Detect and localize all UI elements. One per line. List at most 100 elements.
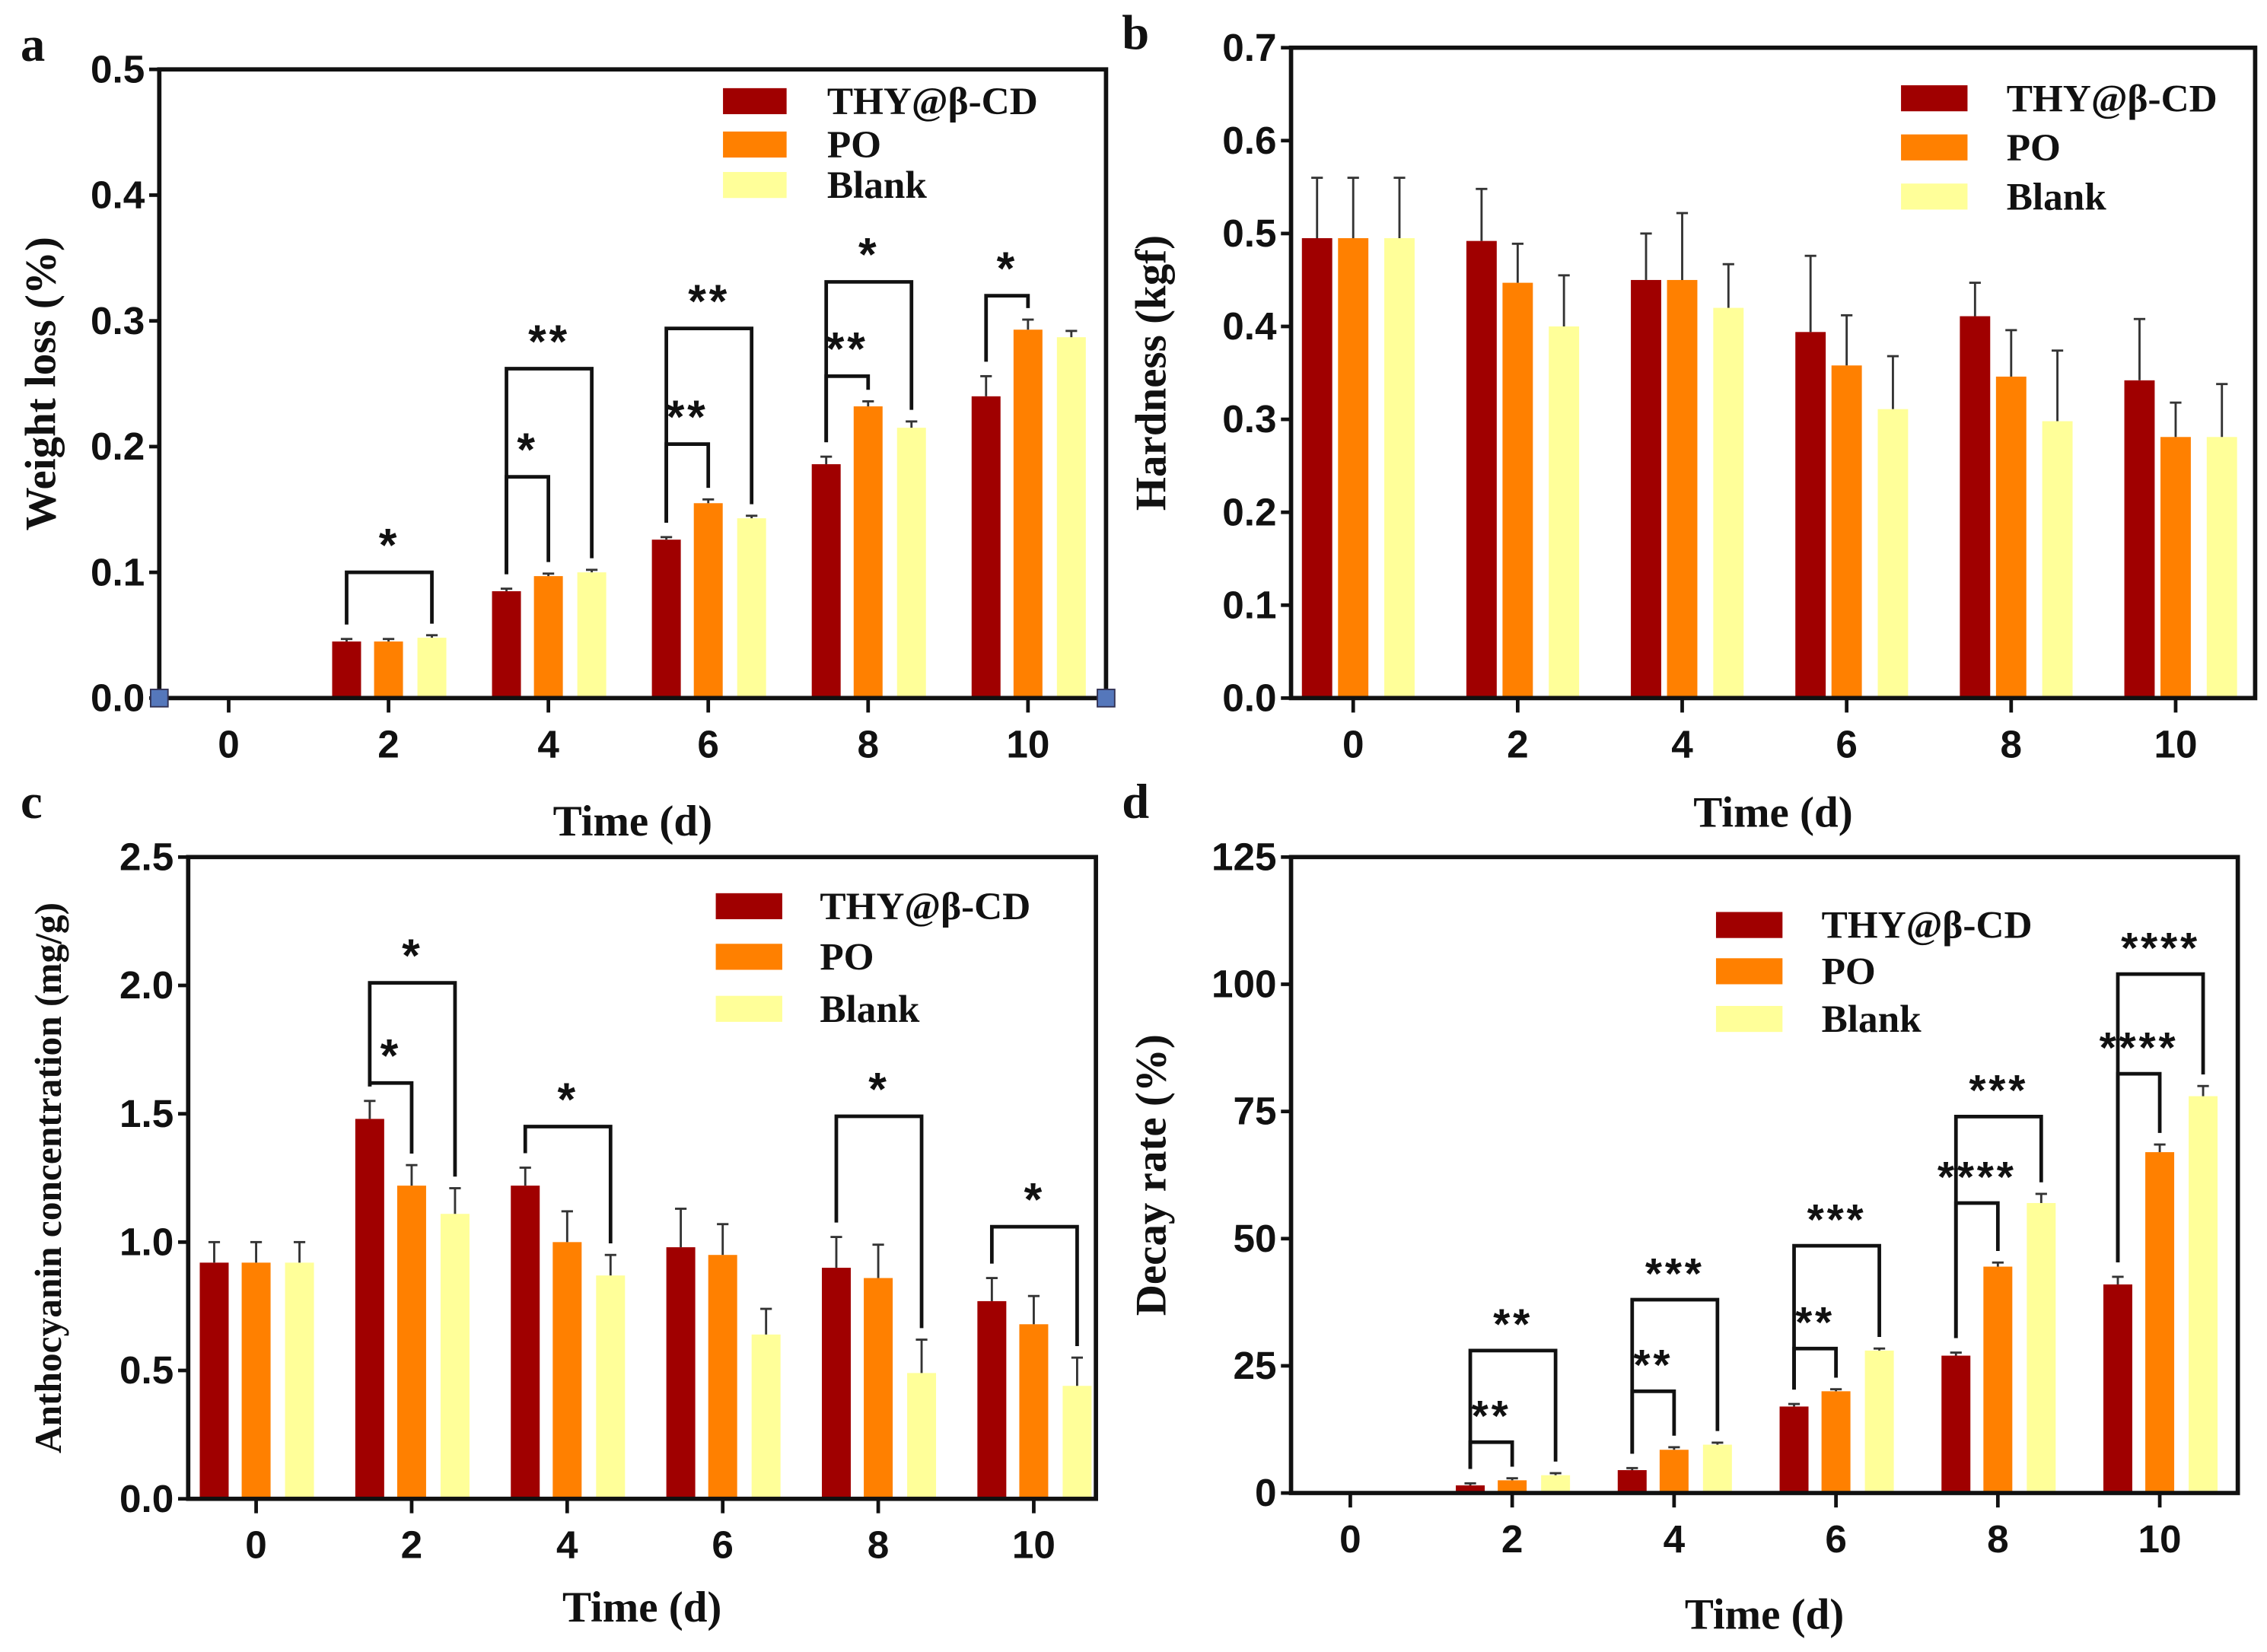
bar-thycd (1941, 1355, 1971, 1494)
y-tick-label: 0.3 (1222, 397, 1276, 441)
bar-po (1659, 1450, 1689, 1494)
bar-po (1667, 279, 1698, 699)
plot-frame (157, 67, 1109, 701)
bar-po (1013, 329, 1043, 699)
significance-bracket (368, 981, 457, 1177)
panel-c-anthocyanin: c 0.0 0.5 1.0 1.5 2.0 2.5 0 2 4 6 8 10 Time (d) Antho… (21, 774, 1098, 1631)
legend-swatch (1715, 912, 1783, 938)
axis-end-marker (149, 689, 169, 708)
significance-bracket (1792, 1243, 1881, 1390)
significance-bracket (824, 280, 914, 443)
legend-swatch (723, 88, 787, 115)
y-axis-label: Decay rate (%) (1127, 1034, 1175, 1316)
significance-label: ** (1795, 1298, 1835, 1347)
significance-label: *** (1645, 1249, 1705, 1298)
bar-po (2160, 437, 2191, 699)
y-tick-label: 0.5 (119, 1348, 174, 1392)
x-axis-label: Time (d) (1693, 788, 1852, 836)
bar-blank (1384, 237, 1415, 699)
bar-blank (1549, 326, 1580, 699)
bar-po (533, 576, 563, 699)
x-tick-label: 0 (1342, 722, 1364, 766)
y-tick-label: 2.5 (119, 835, 174, 878)
x-tick-label: 4 (1671, 722, 1693, 766)
x-tick-label: 6 (712, 1523, 734, 1567)
legend-entry: THY@β-CD (1822, 904, 2033, 947)
significance-label: * (379, 519, 400, 571)
panel-letter: b (1122, 5, 1149, 60)
bar-thycd (1631, 279, 1661, 699)
bar-po (241, 1262, 271, 1499)
bar-thycd (1301, 237, 1332, 699)
x-tick-label: 10 (1006, 722, 1049, 766)
bar-blank (2206, 437, 2237, 699)
significance-label: * (558, 1073, 578, 1125)
bar-thycd (355, 1119, 384, 1499)
y-axis-label: Weight loss (%) (18, 237, 65, 530)
bar-thycd (1617, 1469, 1647, 1494)
bar-blank (440, 1214, 470, 1499)
bar-po (552, 1242, 582, 1499)
significance-label: * (997, 242, 1017, 294)
plot-frame (1288, 45, 2258, 701)
y-tick-label: 1.0 (119, 1220, 174, 1263)
y-tick-label: 0.0 (1222, 676, 1276, 719)
legend-entry: PO (2007, 126, 2061, 170)
y-tick-label: 0.5 (91, 47, 145, 91)
legend-entry: PO (820, 935, 874, 979)
bar-po (1821, 1391, 1851, 1494)
bar-thycd (1779, 1406, 1809, 1494)
y-tick-label: 100 (1212, 963, 1277, 1006)
bar-thycd (2124, 380, 2155, 699)
y-axis-label: Hardness (kgf) (1127, 235, 1175, 511)
legend-swatch (723, 131, 787, 158)
bar-blank (896, 428, 926, 699)
bar-po (1498, 1480, 1527, 1494)
bar-blank (737, 518, 766, 699)
x-tick-label: 10 (2154, 722, 2197, 766)
bar-blank (1056, 337, 1086, 699)
significance-bracket (1953, 1114, 2043, 1338)
x-tick-label: 8 (868, 1523, 890, 1567)
significance-bracket (664, 326, 754, 523)
y-tick-label: 50 (1234, 1217, 1277, 1260)
bar-thycd (199, 1262, 229, 1499)
x-tick-label: 0 (1339, 1517, 1361, 1561)
x-tick-label: 8 (858, 722, 880, 766)
bar-po (708, 1255, 737, 1499)
legend-entry: Blank (820, 988, 920, 1031)
bar-po (864, 1278, 893, 1499)
legend-entry: PO (827, 123, 881, 167)
legend-entry: THY@β-CD (2007, 77, 2218, 120)
x-tick-label: 6 (1825, 1517, 1847, 1561)
y-tick-label: 0.1 (1222, 583, 1276, 626)
bar-blank (1864, 1350, 1894, 1494)
axis-end-marker (1097, 689, 1116, 708)
significance-label: ** (1493, 1300, 1533, 1349)
bar-thycd (1466, 240, 1497, 699)
significance-label: ** (688, 275, 730, 326)
bar-po (1019, 1324, 1049, 1499)
bar-thycd (1960, 316, 1991, 699)
bar-po (2145, 1152, 2175, 1494)
y-tick-label: 0.6 (1222, 119, 1276, 162)
significance-label: ** (1472, 1392, 1511, 1440)
significance-label: ** (667, 390, 708, 442)
x-tick-label: 0 (218, 722, 240, 766)
legend-swatch (723, 172, 787, 199)
x-axis-label: Time (d) (562, 1584, 721, 1631)
legend-swatch (1901, 85, 1968, 112)
y-tick-label: 0.2 (1222, 490, 1276, 533)
legend-swatch (1901, 183, 1968, 210)
significance-bracket (1792, 1346, 1838, 1390)
bar-blank (2042, 421, 2073, 699)
x-axis-label: Time (d) (553, 797, 712, 845)
significance-label: *** (1807, 1195, 1867, 1244)
panel-letter: d (1122, 774, 1149, 829)
y-tick-label: 75 (1234, 1090, 1277, 1133)
significance-bracket (345, 570, 434, 625)
bar-blank (1713, 307, 1744, 699)
significance-label: * (868, 1063, 889, 1115)
significance-bracket (523, 1125, 613, 1244)
panel-b-hardness: b 0.0 0.1 0.2 0.3 0.4 0.5 0.6 0.7 0 2 4 6 8 10 Time (d… (1122, 5, 2258, 836)
